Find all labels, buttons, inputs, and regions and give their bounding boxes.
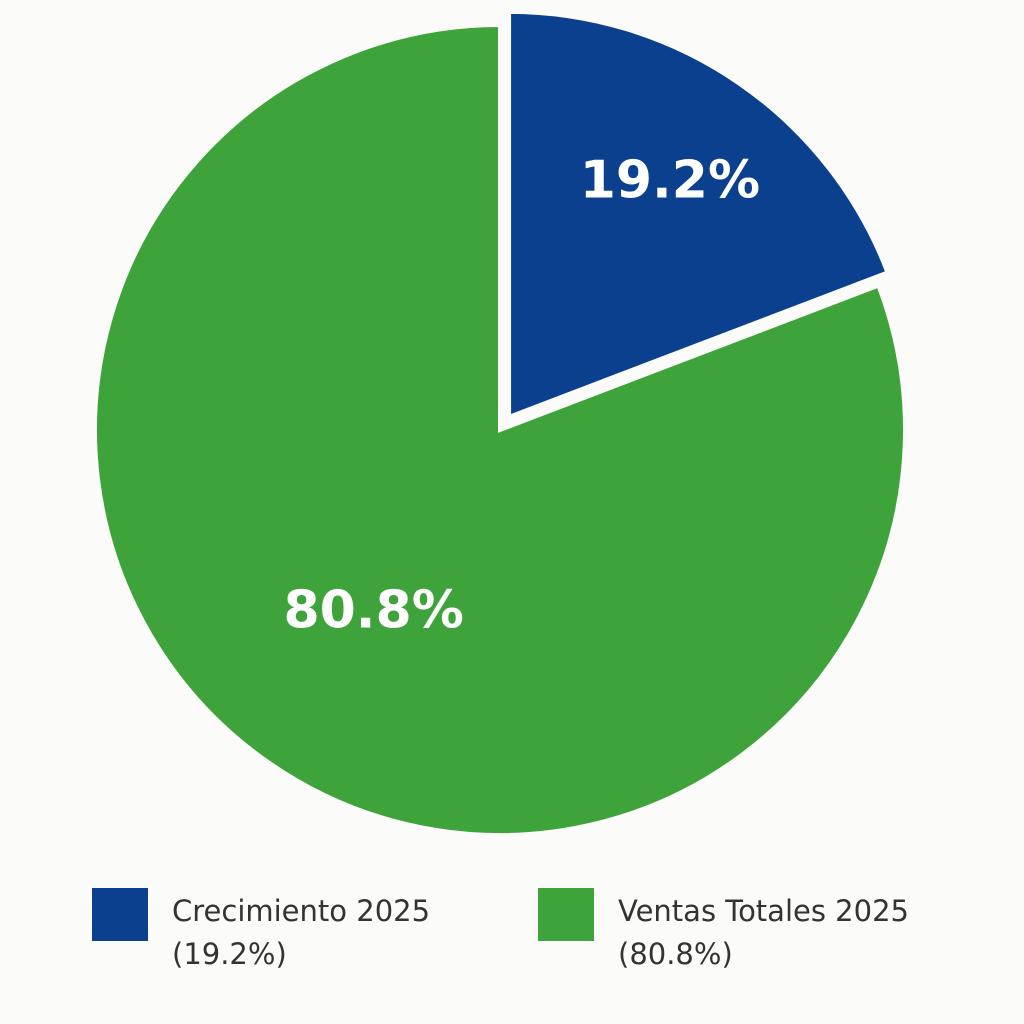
legend-label: Crecimiento 2025 xyxy=(172,894,430,928)
slice-label: 80.8% xyxy=(283,580,463,640)
legend-swatch xyxy=(92,888,148,941)
pie-slice xyxy=(93,22,907,837)
legend-value: (19.2%) xyxy=(172,937,287,971)
legend-swatch xyxy=(538,888,594,941)
pie-slice xyxy=(507,9,891,420)
slice-label: 19.2% xyxy=(580,150,760,210)
legend-label: Ventas Totales 2025 xyxy=(618,894,909,928)
legend-value: (80.8%) xyxy=(618,937,733,971)
